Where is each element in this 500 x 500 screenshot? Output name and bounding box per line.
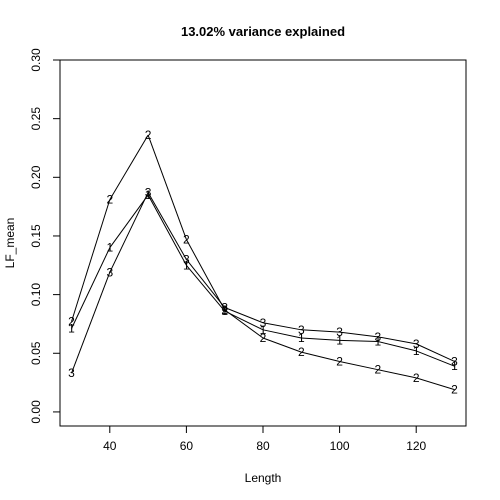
series-1-segment	[339, 339, 378, 343]
series-2-segment	[109, 134, 149, 200]
x-tick-label: 100	[330, 439, 350, 453]
series-3-point: 3	[68, 366, 75, 380]
series-1-point: 1	[68, 322, 75, 336]
series-2-point: 2	[145, 128, 152, 142]
series-1-segment	[109, 194, 149, 248]
series-1-segment	[186, 264, 226, 312]
y-tick-label: 0.30	[29, 48, 43, 72]
series-2-segment	[71, 199, 111, 322]
x-tick-label: 60	[180, 439, 194, 453]
series-3-segment	[415, 343, 455, 362]
series-1-segment	[377, 341, 417, 352]
y-axis: 0.00 0.05 0.10 0.15 0.20 0.25 0.30	[29, 48, 61, 424]
series-3-point: 3	[375, 330, 382, 344]
series-1-point: 1	[183, 258, 190, 272]
series-2-point: 2	[451, 383, 458, 397]
series-1-point: 1	[413, 344, 420, 358]
y-tick-label: 0.00	[29, 400, 43, 424]
series-3-point: 3	[413, 337, 420, 351]
series-2-point: 2	[260, 331, 267, 345]
series-1-segment	[262, 329, 302, 339]
series-2-segment	[377, 369, 417, 379]
series-2-point: 2	[336, 354, 343, 368]
series-2-segment	[262, 337, 302, 353]
plot-frame	[59, 59, 467, 427]
series-3-point: 3	[298, 323, 305, 337]
series-3-segment	[339, 331, 378, 338]
series-2-segment	[147, 134, 187, 240]
series-3-segment	[109, 192, 149, 273]
series-1-segment	[71, 247, 111, 329]
chart-title: 13.02% variance explained	[181, 24, 345, 39]
series-3-segment	[147, 192, 187, 260]
series-1-point: 1	[260, 323, 267, 337]
series-2-segment	[339, 360, 379, 371]
series-3-point: 3	[336, 325, 343, 339]
series-3-point: 3	[145, 186, 152, 200]
y-tick-label: 0.05	[29, 341, 43, 365]
series-3-point: 3	[260, 316, 267, 330]
series-1-point: 1	[336, 333, 343, 347]
series-2-point: 2	[375, 363, 382, 377]
series-2-segment	[301, 351, 340, 362]
y-tick-label: 0.20	[29, 165, 43, 189]
series-3-segment	[377, 336, 417, 345]
series-1-point: 1	[221, 304, 228, 318]
series-2-point: 2	[298, 345, 305, 359]
series-2-point: 2	[68, 315, 75, 329]
series-3-segment	[262, 322, 302, 331]
series-2-segment	[224, 309, 264, 339]
x-tick-label: 120	[406, 439, 426, 453]
series-3-segment	[224, 307, 264, 324]
series-1-segment	[301, 337, 340, 341]
series-1-point: 1	[451, 359, 458, 373]
series-1-segment	[147, 194, 187, 266]
series-3-point: 3	[106, 265, 113, 279]
series-1-point: 1	[298, 331, 305, 345]
y-tick-label: 0.15	[29, 224, 43, 248]
series-2-segment	[416, 377, 455, 391]
series-1-point: 1	[375, 335, 382, 349]
series-lines	[71, 134, 455, 391]
x-tick-label: 80	[256, 439, 270, 453]
series-2-point: 2	[183, 232, 190, 246]
series-3-point: 3	[451, 354, 458, 368]
series-2-segment	[185, 239, 226, 311]
x-tick-label: 40	[103, 439, 117, 453]
series-3-segment	[186, 259, 226, 308]
series-3-segment	[301, 329, 340, 333]
y-axis-label: LF_mean	[3, 218, 17, 269]
series-3-segment	[71, 272, 111, 374]
series-3-point: 3	[221, 301, 228, 315]
y-tick-label: 0.10	[29, 283, 43, 307]
series-1-point: 1	[106, 241, 113, 255]
series-2-point: 2	[221, 303, 228, 317]
y-tick-label: 0.25	[29, 107, 43, 131]
series-1-segment	[416, 350, 455, 367]
series-3-point: 3	[183, 252, 190, 266]
series-1-point: 1	[145, 188, 152, 202]
series-2-point: 2	[413, 371, 420, 385]
series-2-point: 2	[106, 193, 113, 207]
x-axis: 40 60 80 100 120	[103, 425, 427, 453]
x-axis-label: Length	[245, 471, 282, 485]
